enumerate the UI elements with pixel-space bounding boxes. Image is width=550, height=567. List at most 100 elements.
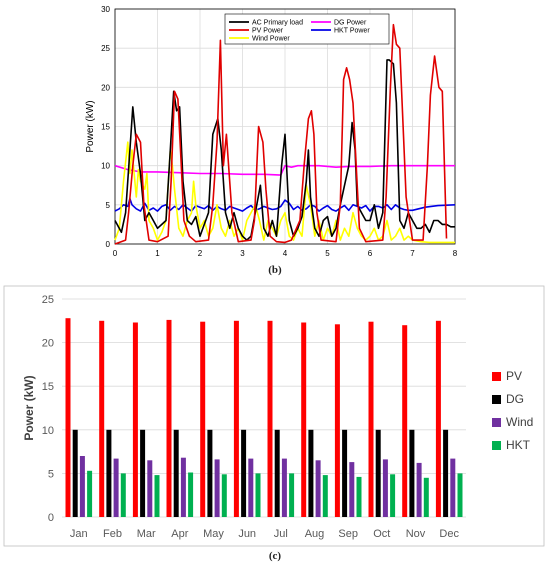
bar-hkt-oct — [390, 474, 396, 517]
bar-chart-c: 0 5 10 15 20 25 Power (kW) Jan Feb Mar Apr May Jun Ju… — [3, 285, 545, 547]
bar-wind-feb — [113, 458, 119, 517]
series-line-wind — [114, 141, 455, 244]
legend-label-hkt: HKT — [506, 438, 531, 452]
y-tick-label: 15 — [42, 381, 54, 393]
legend-label-pv: PV — [506, 369, 522, 383]
x-tick-label: Oct — [373, 528, 390, 540]
bar-hkt-may — [221, 474, 227, 517]
bar-hkt-sep — [356, 476, 362, 517]
bar-dg-jul — [274, 429, 280, 517]
caption-c: (c) — [268, 550, 282, 562]
x-tick-label: 5 — [325, 249, 330, 258]
legend-label-dg: DG — [506, 392, 524, 406]
bar-dg-nov — [409, 429, 415, 517]
bar-dg-mar — [140, 429, 146, 517]
bar-pv-jan — [65, 318, 71, 517]
legend-label-hkt: HKT Power — [334, 28, 370, 35]
series-line-pv — [114, 23, 448, 245]
bar-pv-oct — [368, 321, 374, 517]
bar-hkt-apr — [188, 472, 194, 517]
bar-dg-oct — [375, 429, 381, 517]
caption-b: (b) — [268, 264, 282, 276]
x-tick-label: 6 — [368, 249, 373, 258]
x-tick-label: 4 — [283, 249, 288, 258]
x-tick-label: 7 — [410, 249, 415, 258]
bar-dg-feb — [106, 429, 112, 517]
y-tick-label: 20 — [42, 338, 54, 350]
bar-hkt-jul — [289, 473, 295, 517]
bar-dg-jan — [72, 429, 78, 517]
bar-dg-aug — [308, 429, 314, 517]
line-chart-b: 012345678051015202530JulyPower (kW)AC Pr… — [85, 5, 458, 258]
y-tick-label: 5 — [106, 201, 111, 210]
x-tick-label: 1 — [155, 249, 160, 258]
y-tick-label: 25 — [42, 294, 54, 306]
bar-wind-apr — [180, 457, 186, 517]
y-axis-label: Power (kW) — [22, 375, 36, 440]
legend-label-wind: Wind — [506, 415, 533, 429]
bar-hkt-jun — [255, 473, 261, 517]
bar-pv-may — [200, 321, 206, 517]
bar-wind-sep — [349, 462, 355, 517]
bar-dg-dec — [443, 429, 449, 517]
bar-dg-jun — [241, 429, 247, 517]
y-tick-label: 15 — [101, 123, 110, 132]
x-tick-label: Dec — [439, 528, 459, 540]
y-tick-label: 10 — [42, 425, 54, 437]
y-tick-label: 0 — [106, 240, 111, 249]
y-tick-label: 25 — [101, 44, 110, 53]
bar-hkt-feb — [120, 473, 126, 517]
legend-swatch-wind — [492, 418, 501, 427]
bar-pv-aug — [301, 322, 307, 517]
bar-pv-sep — [334, 324, 340, 517]
bar-hkt-mar — [154, 475, 160, 517]
x-tick-label: Apr — [171, 528, 188, 540]
y-tick-label: 30 — [101, 5, 110, 14]
legend-swatch-hkt — [492, 441, 501, 450]
bar-wind-aug — [315, 460, 321, 517]
bar-pv-dec — [435, 320, 441, 517]
x-tick-label: Feb — [103, 528, 122, 540]
legend-swatch-dg — [492, 395, 501, 404]
y-tick-label: 5 — [48, 468, 54, 480]
x-tick-label: Sep — [338, 528, 358, 540]
chart-border — [3, 285, 545, 547]
bar-hkt-jan — [87, 470, 93, 517]
bar-pv-apr — [166, 319, 172, 517]
legend-swatch-pv — [492, 372, 501, 381]
x-tick-label: Mar — [137, 528, 156, 540]
x-tick-label: 8 — [453, 249, 458, 258]
x-tick-label: Jun — [238, 528, 256, 540]
x-tick-label: May — [203, 528, 224, 540]
x-tick-label: Nov — [406, 528, 426, 540]
x-tick-label: 3 — [240, 249, 245, 258]
plot-frame — [114, 8, 456, 245]
legend-label-pv: PV Power — [252, 28, 284, 35]
bar-wind-dec — [450, 458, 456, 517]
bar-wind-mar — [147, 460, 153, 517]
bar-pv-mar — [132, 322, 138, 517]
legend-label-wind: Wind Power — [252, 36, 290, 43]
y-tick-label: 10 — [101, 162, 110, 171]
bar-wind-nov — [416, 462, 422, 517]
x-tick-label: Jul — [274, 528, 288, 540]
x-tick-label: Jan — [70, 528, 88, 540]
x-tick-label: Aug — [305, 528, 325, 540]
bar-hkt-dec — [457, 473, 463, 517]
y-tick-label: 20 — [101, 83, 110, 92]
bar-pv-nov — [402, 325, 408, 517]
legend-label-dg: DG Power — [334, 20, 367, 27]
bar-wind-may — [214, 459, 220, 517]
bar-pv-feb — [99, 320, 105, 517]
bar-dg-sep — [342, 429, 348, 517]
y-axis-label: Power (kW) — [85, 100, 96, 152]
x-tick-label: 0 — [113, 249, 118, 258]
x-tick-label: 2 — [198, 249, 203, 258]
bar-dg-apr — [173, 429, 179, 517]
y-tick-label: 0 — [48, 512, 54, 524]
legend-box — [224, 13, 390, 45]
bar-hkt-nov — [423, 477, 429, 517]
bar-wind-jan — [79, 456, 85, 517]
bar-pv-jun — [233, 320, 239, 517]
